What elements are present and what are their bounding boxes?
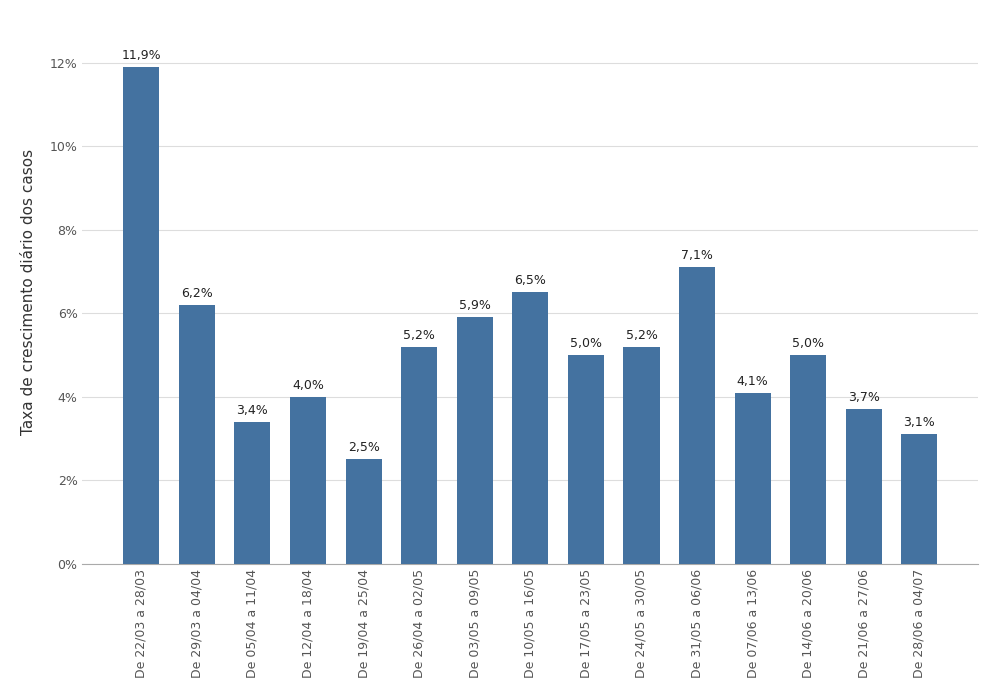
Text: 3,1%: 3,1% <box>903 417 935 429</box>
Bar <box>123 67 159 564</box>
Text: 6,5%: 6,5% <box>514 275 546 287</box>
Bar <box>846 410 882 564</box>
Text: 6,2%: 6,2% <box>181 287 213 300</box>
Bar <box>290 397 326 564</box>
Text: 5,2%: 5,2% <box>625 329 657 342</box>
Bar <box>512 292 548 564</box>
Text: 5,0%: 5,0% <box>792 337 824 350</box>
Text: 5,2%: 5,2% <box>404 329 436 342</box>
Bar <box>401 347 438 564</box>
Text: 3,4%: 3,4% <box>237 404 269 417</box>
Bar <box>179 305 215 564</box>
Text: 3,7%: 3,7% <box>848 391 880 404</box>
Bar <box>346 459 382 564</box>
Bar <box>567 355 604 564</box>
Bar <box>623 347 659 564</box>
Text: 4,1%: 4,1% <box>737 375 768 388</box>
Bar <box>679 267 715 564</box>
Text: 2,5%: 2,5% <box>348 442 380 454</box>
Text: 4,0%: 4,0% <box>292 379 324 392</box>
Text: 5,0%: 5,0% <box>569 337 601 350</box>
Text: 7,1%: 7,1% <box>681 250 713 262</box>
Y-axis label: Taxa de crescimento diário dos casos: Taxa de crescimento diário dos casos <box>21 150 36 435</box>
Bar <box>734 393 770 564</box>
Bar <box>901 434 937 564</box>
Bar <box>457 317 493 564</box>
Bar <box>235 422 271 564</box>
Text: 11,9%: 11,9% <box>122 49 161 62</box>
Bar <box>790 355 826 564</box>
Text: 5,9%: 5,9% <box>459 299 491 312</box>
